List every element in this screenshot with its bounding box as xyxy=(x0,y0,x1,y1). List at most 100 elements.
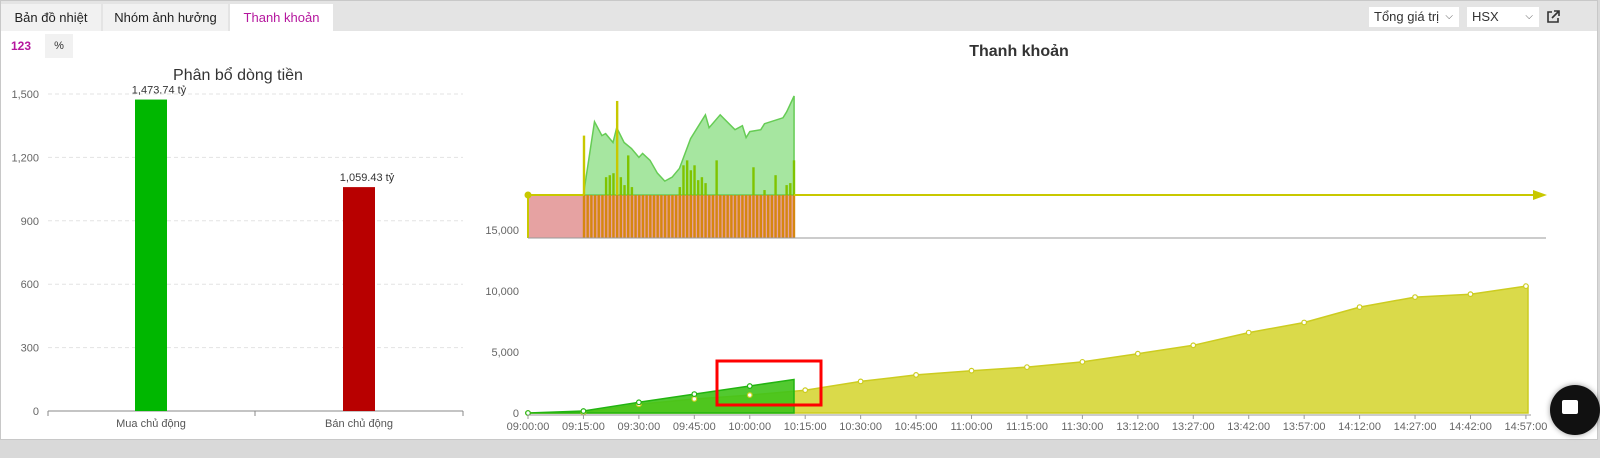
x-tick-label: 10:45:00 xyxy=(895,421,938,433)
today-point xyxy=(635,399,642,406)
y-tick-label: 300 xyxy=(21,343,39,355)
today-point xyxy=(525,410,531,416)
sell-bar xyxy=(744,195,748,238)
unit-number-toggle[interactable]: 123 xyxy=(11,39,32,53)
sell-bar xyxy=(748,195,751,238)
reference-point xyxy=(525,410,531,416)
x-tick-label: 09:45:00 xyxy=(673,421,716,433)
x-tick-label: 13:27:00 xyxy=(1172,421,1215,433)
charts: Phân bổ dòng tiền 0 300 600 900 1,200 1,500 1,… xyxy=(11,43,1547,433)
reference-point xyxy=(1356,304,1363,311)
reference-point xyxy=(1245,329,1252,336)
sell-bar xyxy=(689,195,693,238)
sell-bar xyxy=(778,195,781,238)
liquidity-chart: 0 5,000 10,000 15,000 09:00:00 09:15:00 09:30:… xyxy=(485,95,1547,433)
buy-bar xyxy=(689,170,693,195)
sell-bar xyxy=(630,195,634,238)
tab-influence-group[interactable]: Nhóm ảnh hưởng xyxy=(103,4,228,31)
sell-bar xyxy=(726,195,729,238)
buy-bar xyxy=(752,167,755,195)
tab-heatmap[interactable]: Bản đồ nhiệt xyxy=(1,4,101,31)
reference-point xyxy=(1134,350,1141,357)
buy-bar xyxy=(685,160,689,195)
sell-bar xyxy=(652,195,656,238)
sell-bar xyxy=(755,195,759,238)
sell-bar xyxy=(685,195,689,238)
buy-bar xyxy=(697,180,700,195)
sell-bar xyxy=(792,195,796,238)
tab-bar: Bản đồ nhiệt Nhóm ảnh hưởng Thanh khoản … xyxy=(1,1,1597,31)
sell-bar xyxy=(660,195,663,238)
sell-bar xyxy=(612,195,615,238)
today-point xyxy=(580,408,587,414)
data-label: 1,059.43 tỷ xyxy=(340,172,395,184)
flow-distribution-chart: 0 300 600 900 1,200 1,500 1,473.74 tỷ Mua chủ đ… xyxy=(11,85,464,430)
measure-select[interactable]: Tổng giá trị ⌵ xyxy=(1369,7,1459,27)
tab-liquidity[interactable]: Thanh khoản xyxy=(230,4,333,31)
x-tick-label: Mua chủ động xyxy=(116,418,186,430)
sell-bar xyxy=(763,195,766,238)
sell-bar xyxy=(682,195,685,238)
sell-pressure-area xyxy=(528,195,794,238)
reference-point xyxy=(1412,294,1418,301)
today-point xyxy=(691,391,698,397)
y-tick-label: 0 xyxy=(33,406,39,418)
reference-point xyxy=(1079,358,1086,365)
x-tick-label: 11:00:00 xyxy=(951,421,993,433)
liquidity-widget: Bản đồ nhiệt Nhóm ảnh hưởng Thanh khoản … xyxy=(0,0,1598,440)
reference-point xyxy=(746,392,753,398)
reference-point xyxy=(1190,342,1197,349)
sell-bar xyxy=(767,195,770,238)
sell-bar xyxy=(604,195,608,238)
reference-point xyxy=(635,401,642,408)
y-tick-label: 900 xyxy=(21,216,39,228)
buy-bar xyxy=(619,177,623,195)
buy-bar xyxy=(682,165,685,195)
x-tick-label: 14:27:00 xyxy=(1394,421,1437,433)
sell-bar xyxy=(615,195,619,238)
buy-flow-area xyxy=(528,95,795,196)
chat-button[interactable] xyxy=(1550,385,1600,435)
sell-bar xyxy=(700,195,704,238)
sell-bar xyxy=(627,195,630,238)
y-tick-label: 1,500 xyxy=(11,89,39,101)
y-tick-label: 600 xyxy=(21,279,39,291)
x-tick-label: Bán chủ động xyxy=(325,418,393,430)
sell-bar xyxy=(785,195,788,238)
buy-bar xyxy=(715,160,718,195)
data-label: 1,473.74 tỷ xyxy=(132,85,187,97)
measure-value: Tổng giá trị xyxy=(1374,9,1440,24)
external-link-icon[interactable] xyxy=(1546,10,1560,24)
x-tick-label: 10:30:00 xyxy=(839,421,882,433)
unit-percent-toggle[interactable]: % xyxy=(45,34,73,58)
buy-bar xyxy=(582,135,586,195)
buy-bar xyxy=(763,190,766,195)
sell-bar xyxy=(708,195,711,238)
flow-chart-title: Phân bổ dòng tiền xyxy=(173,66,303,84)
buy-bar xyxy=(704,183,707,195)
reference-point xyxy=(968,367,975,374)
exchange-select[interactable]: HSX ⌵ xyxy=(1467,7,1539,27)
y-tick-label: 5,000 xyxy=(491,347,519,359)
sell-bar xyxy=(619,195,623,238)
sell-bar xyxy=(593,195,597,238)
sell-bar xyxy=(741,195,744,238)
sell-bar xyxy=(770,195,774,238)
sell-bar xyxy=(645,195,648,238)
sell-bar xyxy=(641,195,645,238)
sell-bar xyxy=(715,195,718,238)
chevron-down-icon: ⌵ xyxy=(1525,11,1533,22)
buy-bar xyxy=(700,177,704,195)
arrow-icon xyxy=(1533,190,1547,200)
cumulative-area-reference xyxy=(527,285,1529,414)
sell-bar xyxy=(623,195,626,238)
liquidity-chart-title: Thanh khoản xyxy=(969,43,1069,60)
buy-bar xyxy=(693,165,696,195)
reference-point xyxy=(1024,364,1030,371)
reference-dot xyxy=(524,191,532,199)
sell-bar xyxy=(582,195,586,238)
chevron-down-icon: ⌵ xyxy=(1445,11,1453,22)
sell-bar xyxy=(697,195,700,238)
y-tick-label: 10,000 xyxy=(485,286,519,298)
cumulative-area-today xyxy=(527,378,795,414)
